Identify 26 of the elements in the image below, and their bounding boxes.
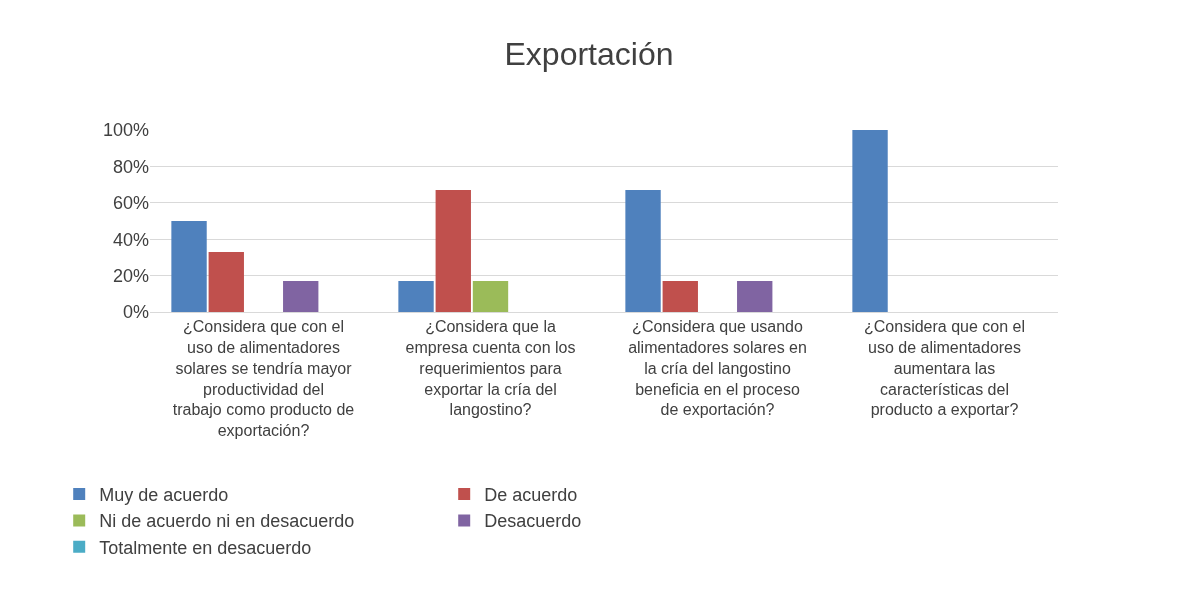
- bar: [662, 281, 698, 312]
- bar: [852, 130, 888, 312]
- bar: [625, 190, 661, 312]
- legend-label: Desacuerdo: [484, 511, 582, 532]
- bar: [283, 281, 319, 312]
- y-tick-label: 60%: [112, 193, 149, 214]
- chart-title: Exportación: [504, 36, 674, 73]
- y-tick-label: 20%: [112, 265, 149, 286]
- bar: [435, 190, 471, 312]
- y-tick-label: 0%: [122, 302, 149, 323]
- x-tick-label: ¿Considera que la empresa cuenta con los requerimientos para exportar la cría del langostino?: [405, 318, 576, 419]
- legend-label: Muy de acuerdo: [99, 485, 229, 506]
- x-tick-label: ¿Considera que usando alimentadores solares en la cría del langostino beneficia en el proceso de exportación?: [628, 318, 807, 419]
- x-tick-label: ¿Considera que con el uso de alimentadores solares se tendría mayor productividad del trabajo como producto de exportación?: [172, 318, 355, 440]
- y-tick-label: 80%: [112, 156, 149, 177]
- bar: [398, 281, 434, 312]
- x-tick-label: ¿Considera que con el uso de alimentadores aumentara las características del producto a exportar?: [864, 318, 1025, 419]
- legend-label: De acuerdo: [484, 485, 578, 506]
- bar: [737, 281, 773, 312]
- bar: [171, 221, 207, 312]
- legend-label: Totalmente en desacuerdo: [99, 537, 312, 558]
- y-tick-label: 100%: [102, 120, 149, 141]
- legend-label: Ni de acuerdo ni en desacuerdo: [99, 511, 355, 532]
- y-tick-label: 40%: [112, 229, 149, 250]
- bar: [472, 281, 509, 312]
- bar: [208, 251, 244, 312]
